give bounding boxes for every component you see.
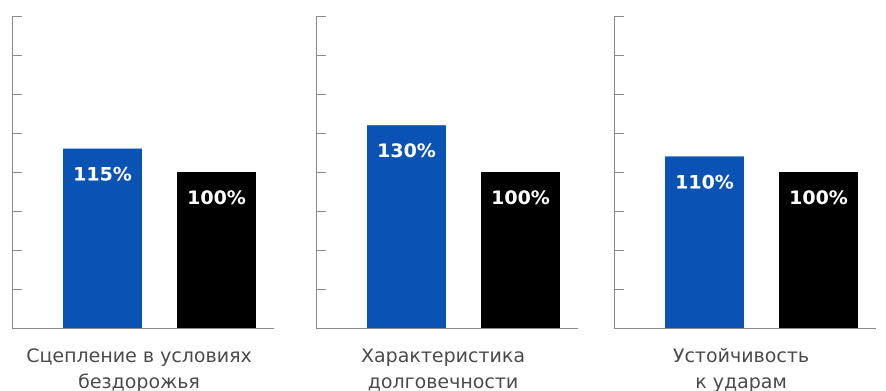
bar-value-label: 130% <box>377 140 436 162</box>
category-label: к ударам <box>695 371 787 391</box>
bar-reference <box>481 172 560 328</box>
bar-value-label: 100% <box>491 187 550 209</box>
category-label: долговечности <box>368 371 519 391</box>
bar-value-label: 115% <box>73 164 132 186</box>
bar-value-label: 110% <box>675 171 734 193</box>
bar-value-label: 100% <box>187 187 246 209</box>
chart-panel-1: 115% 100% Сцепление в условиях бездорожья <box>12 16 274 391</box>
chart-panel-2: 130% 100% Характеристика долговечности <box>316 16 578 391</box>
bar-reference <box>779 172 858 328</box>
category-label: бездорожья <box>78 371 200 391</box>
chart-panel-3: 110% 100% Устойчивость к ударам <box>614 16 876 391</box>
category-label: Устойчивость <box>673 345 809 367</box>
bar-primary <box>367 125 446 328</box>
bar-value-label: 100% <box>789 187 848 209</box>
axis-line <box>316 16 578 329</box>
category-label: Характеристика <box>361 345 525 367</box>
bar-primary <box>63 148 142 328</box>
bar-reference <box>177 172 256 328</box>
axis-line <box>12 16 274 329</box>
bar-primary <box>665 156 744 328</box>
category-label: Сцепление в условиях <box>26 345 252 367</box>
axis-line <box>614 16 876 329</box>
